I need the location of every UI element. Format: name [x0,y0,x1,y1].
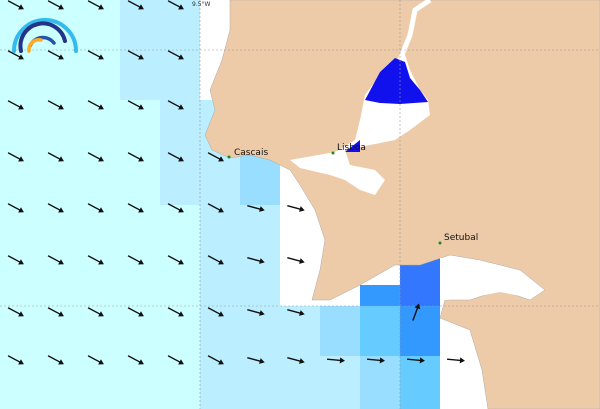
current-arrow-icon [167,50,184,60]
current-arrow-icon [127,50,144,60]
current-arrow-icon [87,152,104,162]
current-arrow-icon [207,255,224,265]
current-arrow-icon [87,355,104,365]
current-arrow-icon [127,152,144,162]
current-arrow-icon [7,100,24,110]
current-arrow-icon [287,356,305,364]
current-arrow-icon [167,355,184,365]
current-arrow-icon [87,255,104,265]
sea-cell [160,100,200,205]
current-arrow-icon [87,203,104,213]
city-marker-setubal [438,241,442,245]
current-arrow-icon [167,203,184,213]
current-arrow-icon [7,355,24,365]
current-arrow-icon [287,256,305,264]
current-arrow-icon [287,204,305,212]
current-arrow-icon [47,152,64,162]
current-arrow-icon [167,307,184,317]
sea-cell [200,155,240,205]
current-arrow-icon [247,204,265,212]
sea-cell [200,306,320,409]
current-arrow-icon [167,152,184,162]
current-arrow-icon [366,357,385,364]
city-marker-cascais [227,155,231,159]
current-arrow-icon [47,0,64,10]
current-arrow-icon [7,307,24,317]
current-arrow-icon [7,0,24,10]
sea-cell [360,285,400,306]
city-label-lisboa[interactable]: Lisboa [337,143,366,153]
current-arrow-icon [7,203,24,213]
current-arrow-icon [47,307,64,317]
current-arrow-icon [287,308,305,316]
current-arrow-icon [207,355,224,365]
current-arrow-icon [326,357,345,364]
current-arrow-icon [87,100,104,110]
sea-cell [200,205,280,306]
sea-cell [320,306,360,356]
current-arrow-icon [247,356,265,364]
current-arrow-icon [87,50,104,60]
current-arrow-icon [207,307,224,317]
rainbow-arc-logo-icon [12,18,78,53]
current-arrow-icon [47,100,64,110]
city-label-cascais[interactable]: Cascais [234,148,268,158]
estuary-high-level [365,58,428,104]
current-arrow-icon [7,255,24,265]
current-arrow-icon [247,308,265,316]
current-arrow-icon [87,0,104,10]
tagus-river [397,0,432,61]
sea-cell [360,356,400,409]
current-arrow-icon [47,255,64,265]
current-arrow-icon [127,0,144,10]
current-arrow-icon [127,100,144,110]
sea-cell [320,356,360,409]
current-arrows [7,0,465,365]
current-arrow-icon [7,50,24,60]
current-arrow-icon [47,355,64,365]
city-marker-lisboa [331,151,335,155]
current-arrow-icon [127,355,144,365]
current-arrow-icon [167,100,184,110]
land-north [204,0,600,409]
current-arrow-icon [127,255,144,265]
current-arrow-icon [47,50,64,60]
current-arrow-icon [7,152,24,162]
sea-cell [400,356,440,409]
city-label-setubal[interactable]: Setubal [444,233,478,243]
current-arrow-icon [167,0,184,10]
sea-cell [400,306,440,356]
current-arrow-icon [127,307,144,317]
sado-estuary [440,258,530,300]
current-arrow-icon [127,203,144,213]
current-arrow-icon [167,255,184,265]
current-arrow-icon [247,256,265,264]
current-arrow-icon [446,357,465,364]
sea-cell [240,155,280,205]
current-arrow-icon [406,357,425,364]
current-arrow-icon [207,203,224,213]
current-arrow-icon [412,303,421,321]
sea-cell [360,306,400,356]
current-arrow-icon [207,152,224,162]
estuary-high-level-2 [345,140,360,152]
current-arrow-icon [47,203,64,213]
graticule-label: 9.5°W [192,1,211,8]
current-arrow-icon [87,307,104,317]
